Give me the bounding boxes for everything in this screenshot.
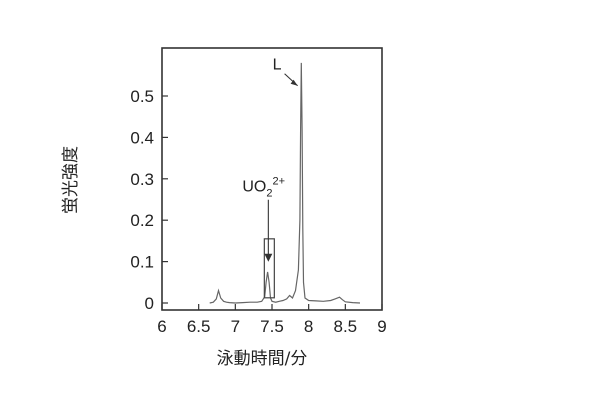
series-line <box>209 62 361 304</box>
arrowhead-uo2 <box>264 253 273 262</box>
x-tick-label: 9 <box>377 317 386 336</box>
uo2-label-main: UO <box>242 179 266 196</box>
x-tick-label: 6.5 <box>187 317 211 336</box>
x-axis-title: 泳動時間/分 <box>217 349 308 369</box>
peak-label-L: L <box>273 57 282 74</box>
uo2-label-superscript: 2+ <box>272 176 285 188</box>
annotations: L UO22+ <box>242 57 298 262</box>
y-tick-label: 0.2 <box>130 211 154 230</box>
y-tick-label: 0.4 <box>130 128 154 147</box>
x-tick-label: 7.5 <box>260 317 284 336</box>
y-axis-ticks: 0 0.1 0.2 0.3 0.4 0.5 <box>130 87 168 313</box>
y-tick-label: 0.1 <box>130 253 154 272</box>
y-tick-label: 0.3 <box>130 170 154 189</box>
y-tick-label: 0.5 <box>130 87 154 106</box>
peak-label-uo2: UO22+ <box>242 176 285 200</box>
uo2-label-subscript: 2 <box>266 188 272 200</box>
x-tick-label: 7 <box>231 317 240 336</box>
arrowhead-L <box>290 79 298 86</box>
y-axis-title: 蛍光強度 <box>61 146 81 214</box>
x-axis-ticks: 6 6.5 7 7.5 8 8.5 9 <box>157 304 387 336</box>
x-tick-label: 8 <box>304 317 313 336</box>
y-tick-label: 0 <box>145 294 154 313</box>
uo2-peak-highlight-box <box>263 238 275 299</box>
x-tick-label: 6 <box>157 317 166 336</box>
x-tick-label: 8.5 <box>334 317 358 336</box>
